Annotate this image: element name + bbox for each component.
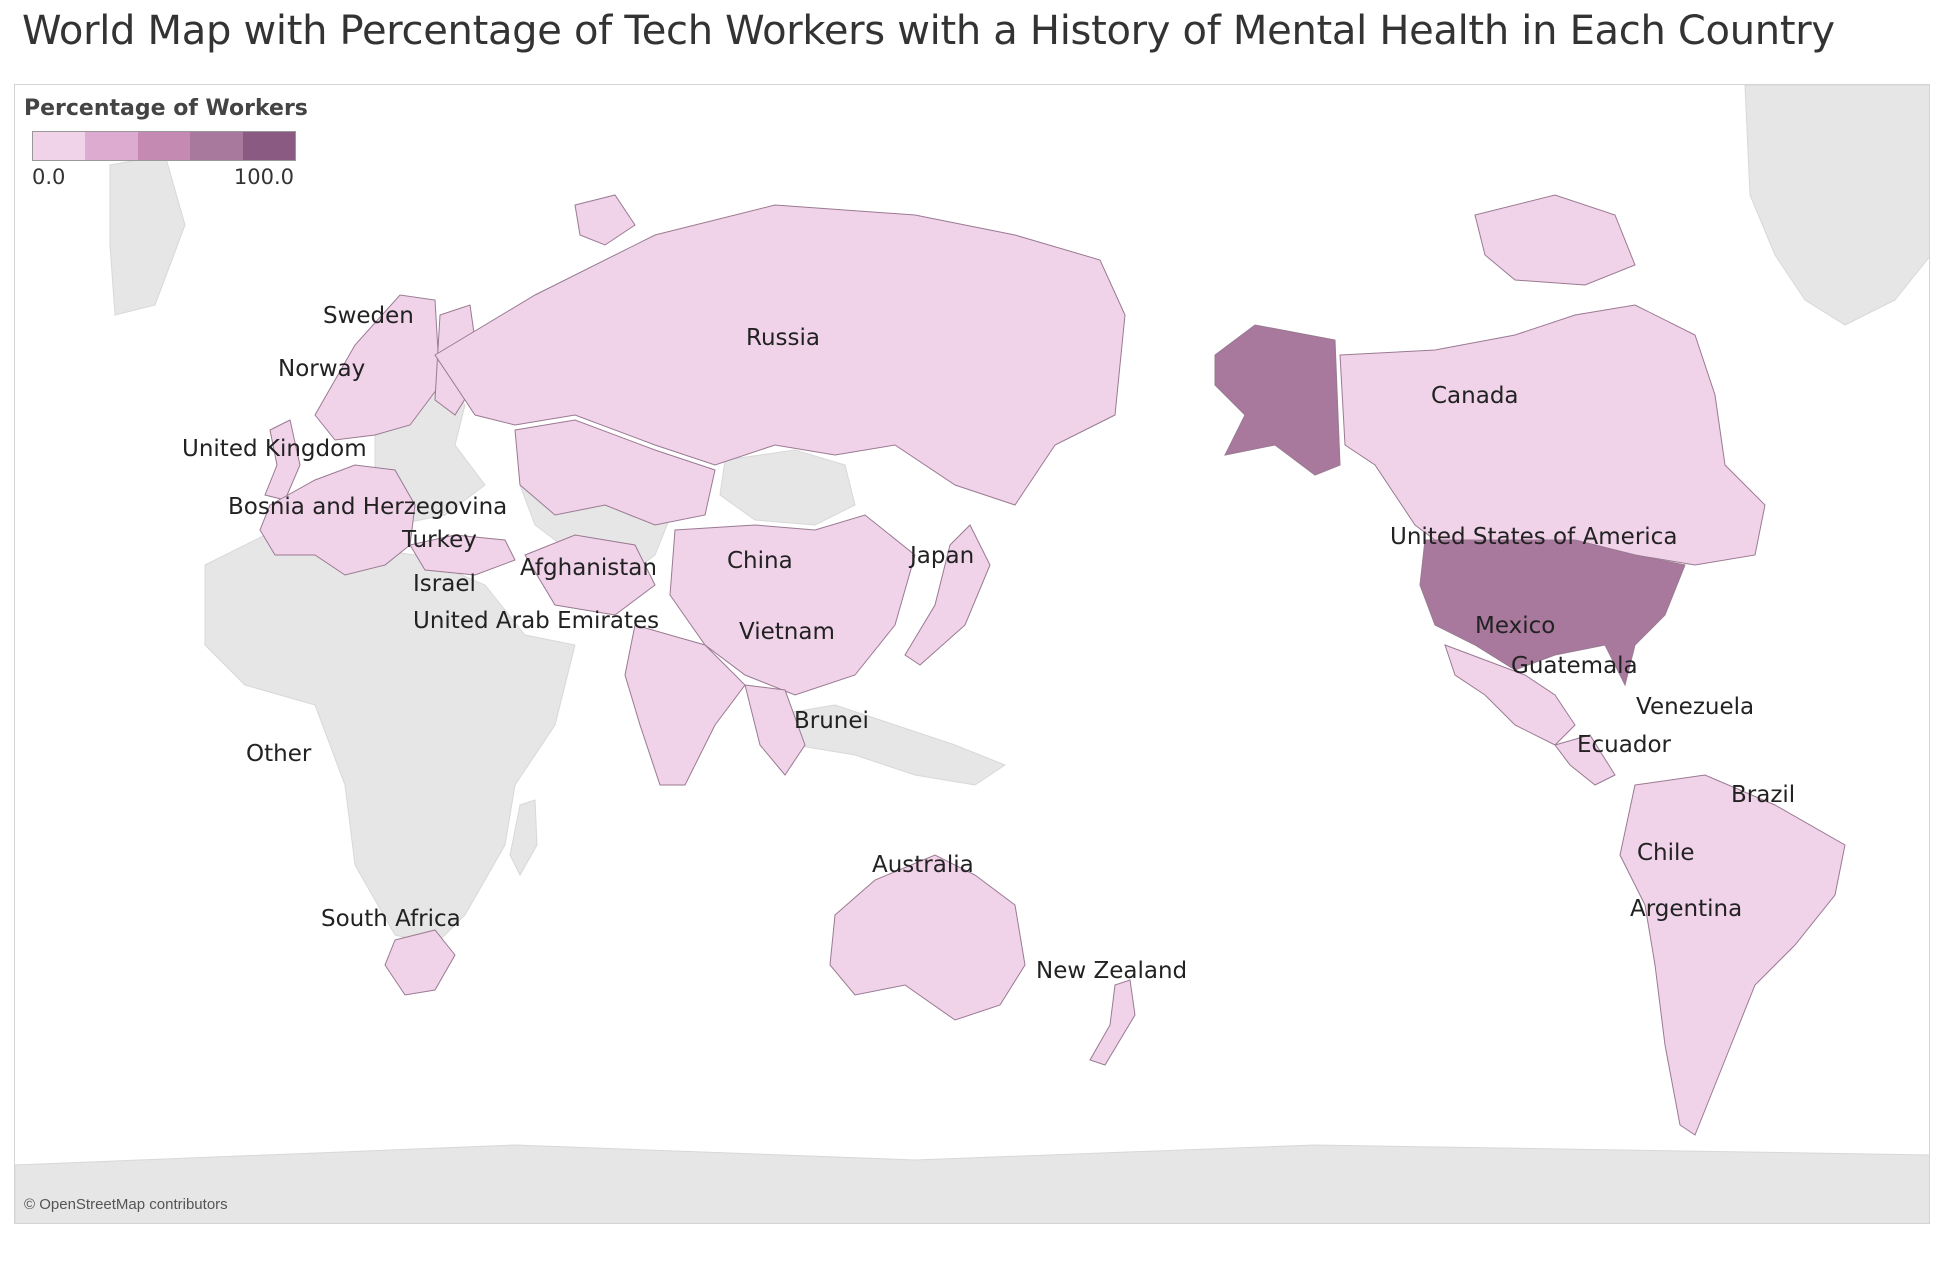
africa-grey	[204, 534, 576, 946]
country-shape-russia	[434, 204, 1126, 506]
country-label-united-states-of-america[interactable]: United States of America	[1390, 524, 1677, 550]
country-label-russia[interactable]: Russia	[746, 325, 820, 351]
country-shape-canada	[1339, 304, 1766, 566]
country-label-sweden[interactable]: Sweden	[323, 303, 414, 329]
country-shape-western-europe	[259, 464, 416, 576]
country-shape-afghanistan	[524, 534, 656, 616]
country-shape-turkey	[409, 534, 516, 576]
country-label-vietnam[interactable]: Vietnam	[739, 619, 835, 645]
legend-title: Percentage of Workers	[24, 96, 308, 121]
sea-islands-grey	[774, 704, 1007, 786]
country-label-argentina[interactable]: Argentina	[1630, 896, 1742, 922]
country-shape-south-america	[1619, 774, 1846, 1136]
legend-step-5	[242, 132, 296, 160]
country-shape-canada-islands	[1474, 194, 1636, 286]
country-shape-new-zealand	[1089, 979, 1136, 1066]
country-label-turkey[interactable]: Turkey	[401, 527, 477, 553]
country-label-norway[interactable]: Norway	[278, 356, 365, 382]
country-shape-central-america	[1554, 734, 1616, 786]
country-label-united-kingdom[interactable]: United Kingdom	[182, 436, 367, 462]
country-shape-russia-islands	[574, 194, 636, 246]
country-label-new-zealand[interactable]: New Zealand	[1036, 958, 1187, 984]
legend-ticks: 0.0 100.0	[24, 165, 294, 191]
country-label-south-africa[interactable]: South Africa	[321, 906, 461, 932]
country-shape-alaska	[1214, 324, 1341, 476]
country-label-afghanistan[interactable]: Afghanistan	[520, 555, 657, 581]
countries-with-data	[259, 194, 1846, 1136]
legend-step-3	[137, 132, 191, 160]
country-shape-china	[669, 514, 916, 696]
page-title: World Map with Percentage of Tech Worker…	[22, 8, 1835, 54]
country-label-united-arab-emirates[interactable]: United Arab Emirates	[413, 608, 659, 634]
country-shape-japan	[904, 524, 991, 666]
legend-color-ramp	[32, 131, 296, 161]
country-shape-vietnam	[744, 684, 806, 776]
map-attribution: © OpenStreetMap contributors	[24, 1196, 228, 1213]
legend-step-2	[85, 132, 138, 160]
greenland	[1744, 85, 1929, 326]
country-shape-australia	[829, 854, 1026, 1021]
color-legend[interactable]: Percentage of Workers 0.0 100.0	[24, 96, 308, 191]
country-label-brunei[interactable]: Brunei	[794, 708, 869, 734]
madagascar-grey	[509, 799, 538, 877]
mongolia-grey	[719, 449, 856, 526]
country-label-mexico[interactable]: Mexico	[1475, 613, 1555, 639]
country-shape-mexico	[1444, 644, 1576, 746]
map-canvas[interactable]: Sweden Norway United Kingdom Bosnia and Her…	[14, 84, 1930, 1224]
legend-max-label: 100.0	[233, 165, 294, 189]
country-labels: Sweden Norway United Kingdom Bosnia and Her…	[182, 303, 1795, 984]
country-shape-india	[624, 624, 746, 786]
country-label-other[interactable]: Other	[246, 741, 312, 767]
country-label-venezuela[interactable]: Venezuela	[1636, 694, 1754, 720]
world-map[interactable]: Sweden Norway United Kingdom Bosnia and Her…	[15, 85, 1930, 1224]
country-shape-central-asia	[514, 419, 716, 526]
country-label-ecuador[interactable]: Ecuador	[1577, 732, 1672, 758]
country-label-chile[interactable]: Chile	[1637, 840, 1695, 866]
country-label-canada[interactable]: Canada	[1431, 383, 1519, 409]
legend-min-label: 0.0	[32, 165, 66, 189]
antarctica-grey	[15, 1144, 1929, 1223]
legend-step-4	[190, 132, 243, 160]
country-label-guatemala[interactable]: Guatemala	[1511, 653, 1638, 679]
country-label-israel[interactable]: Israel	[413, 571, 476, 597]
country-label-brazil[interactable]: Brazil	[1731, 782, 1795, 808]
country-label-australia[interactable]: Australia	[872, 852, 974, 878]
country-shape-usa	[1419, 539, 1686, 687]
country-label-japan[interactable]: Japan	[908, 543, 974, 569]
country-label-bosnia-and-herzegovina[interactable]: Bosnia and Herzegovina	[228, 494, 507, 520]
country-shape-south-africa	[384, 929, 456, 996]
country-label-china[interactable]: China	[727, 548, 793, 574]
legend-step-1	[33, 132, 86, 160]
